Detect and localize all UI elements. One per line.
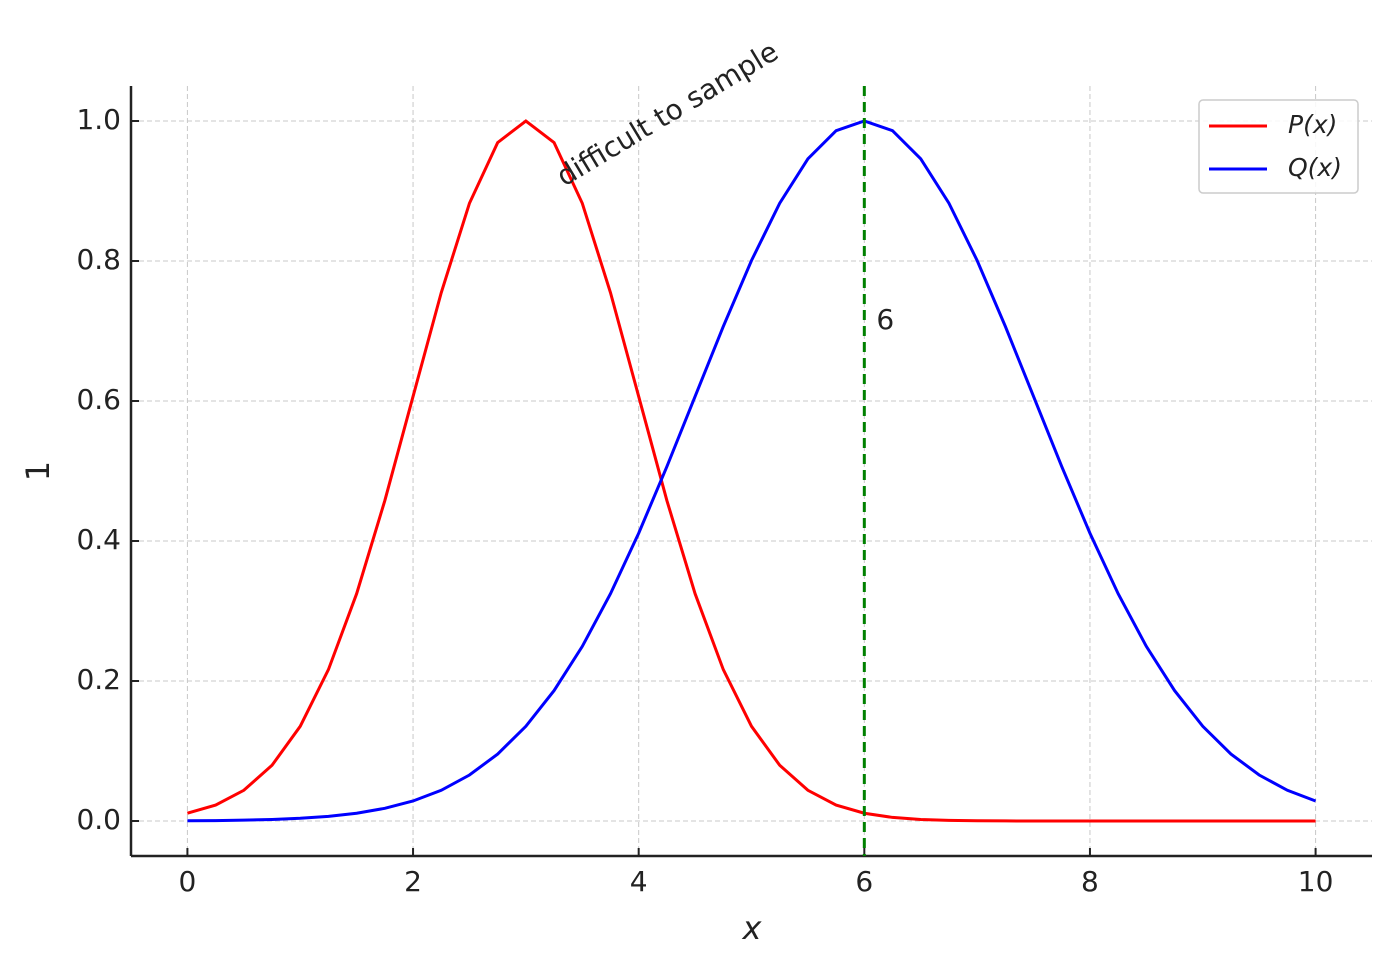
legend-label: P(x) [1288, 110, 1337, 139]
x-tick-label: 0 [178, 865, 196, 898]
y-tick-label: 1.0 [76, 103, 121, 136]
line-series [186, 119, 1316, 823]
reference-label: 6 [876, 303, 894, 336]
annotation: difficult to sample [551, 35, 784, 193]
x-tick-label: 6 [855, 865, 873, 898]
x-tick-label: 4 [630, 865, 648, 898]
legend-label: Q(x) [1288, 153, 1342, 182]
y-tick-label: 0.4 [76, 523, 121, 556]
y-axis-label: 1 [19, 461, 57, 481]
x-tick-label: 10 [1298, 865, 1334, 898]
line-series [187, 119, 1317, 823]
x-axis-label: x [742, 909, 763, 947]
legend: P(x) Q(x) [1198, 99, 1359, 194]
y-tick-label: 0.0 [76, 803, 121, 836]
y-tick-label: 0.6 [76, 383, 121, 416]
x-tick-label: 8 [1081, 865, 1099, 898]
y-tick-label: 0.8 [76, 243, 121, 276]
x-tick-label: 2 [404, 865, 422, 898]
y-tick-label: 0.2 [76, 663, 121, 696]
